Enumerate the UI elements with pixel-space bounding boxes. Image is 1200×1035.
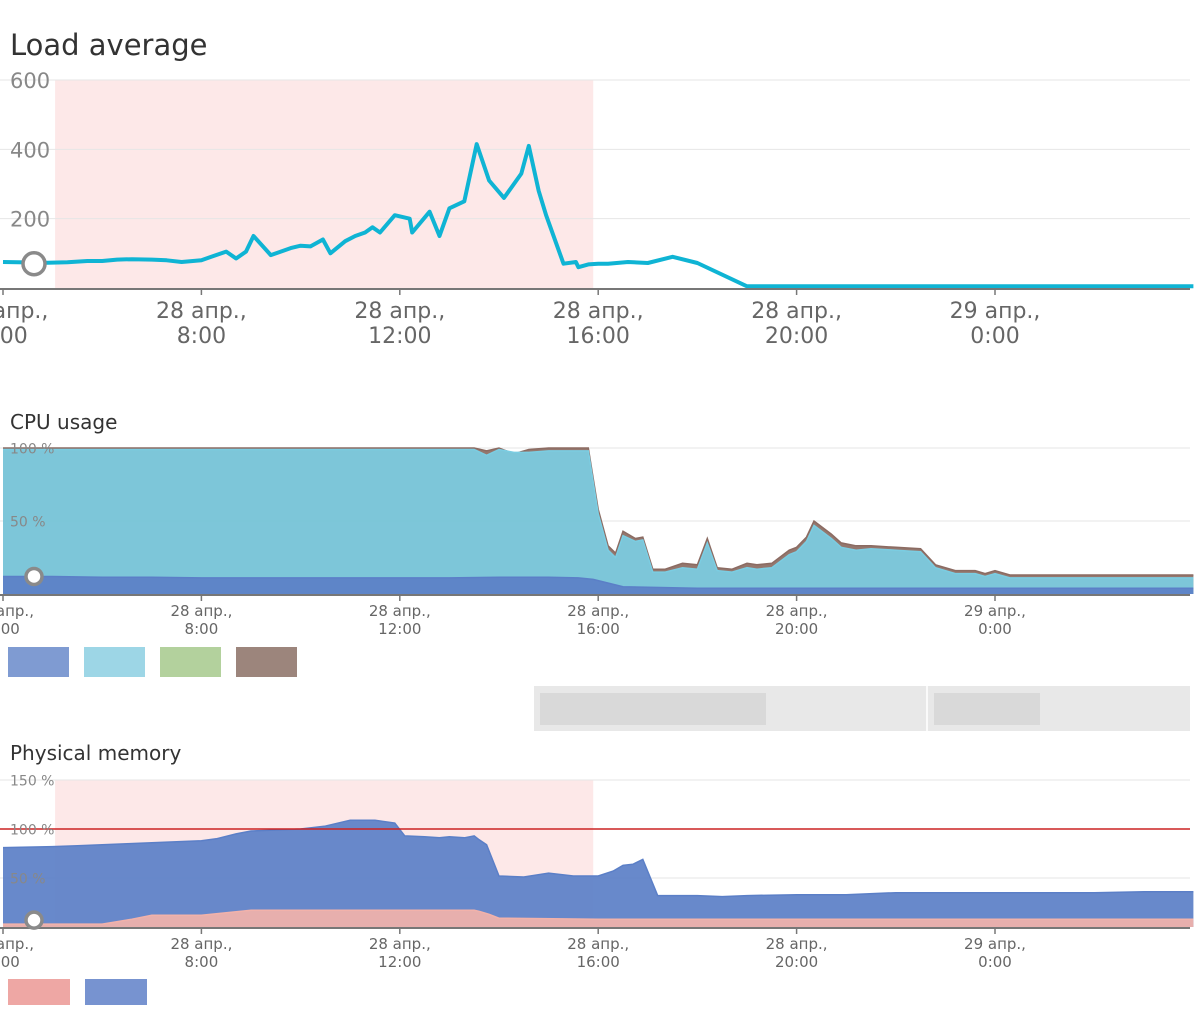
x-tick-label: 8:00	[185, 953, 219, 971]
legend-swatch	[8, 979, 70, 1005]
physical-memory-title: Physical memory	[10, 741, 182, 765]
y-tick-label: 150 %	[10, 773, 54, 789]
range-handle[interactable]	[24, 566, 44, 587]
y-tick-label: 50 %	[10, 871, 46, 887]
y-tick-label: 400	[10, 138, 50, 162]
legend-swatch	[236, 647, 297, 677]
series-area-1[interactable]	[3, 449, 1194, 595]
x-tick-label: 12:00	[368, 324, 431, 349]
x-tick-label: 20:00	[775, 953, 818, 971]
y-tick-label: 200	[10, 208, 50, 232]
x-tick-label: 28 апр.,	[170, 602, 232, 620]
x-tick-label: 16:00	[566, 324, 629, 349]
x-tick-label: 0:00	[978, 953, 1012, 971]
series-area-1[interactable]	[3, 820, 1194, 927]
alert-band	[55, 80, 594, 288]
x-tick-label: 28 апр.,	[567, 935, 629, 953]
x-tick-label: 28 апр.,	[369, 935, 431, 953]
y-tick-label: 100 %	[10, 822, 54, 838]
x-tick-label: 28 апр.,	[766, 935, 828, 953]
series-edge-2	[3, 447, 1194, 576]
cpu-usage-title: CPU usage	[10, 410, 118, 434]
series-area-0[interactable]	[3, 910, 1194, 927]
x-tick-label: 29 апр.,	[964, 602, 1026, 620]
x-tick-label: 28 апр.,	[369, 602, 431, 620]
x-tick-label: 4:00	[0, 620, 20, 638]
series-edge-0	[3, 575, 1194, 589]
range-option-placeholder[interactable]	[540, 693, 766, 725]
x-tick-label: 28 апр.,	[170, 935, 232, 953]
series-area-0[interactable]	[3, 576, 1194, 595]
scroller-divider	[926, 686, 928, 731]
x-tick-label: 28 апр.,	[0, 299, 48, 324]
x-tick-label: 28 апр.,	[766, 602, 828, 620]
x-tick-label: 28 апр.,	[553, 299, 644, 324]
time-range-scroller[interactable]	[534, 686, 1190, 731]
x-tick-label: 12:00	[378, 620, 421, 638]
range-option-placeholder[interactable]	[934, 693, 1040, 725]
series-edge-1	[3, 448, 1194, 579]
x-tick-label: 8:00	[185, 620, 219, 638]
x-tick-label: 29 апр.,	[964, 935, 1026, 953]
x-tick-label: 28 апр.,	[567, 602, 629, 620]
physical-memory-legend	[8, 979, 162, 1005]
x-tick-label: 0:00	[978, 620, 1012, 638]
x-tick-label: 12:00	[378, 953, 421, 971]
x-tick-label: 28 апр.,	[0, 935, 34, 953]
x-tick-label: 20:00	[765, 324, 828, 349]
x-tick-label: 0:00	[970, 324, 1019, 349]
y-tick-label: 50 %	[10, 514, 46, 530]
series-edge-0	[3, 909, 1194, 925]
legend-swatch	[160, 647, 221, 677]
y-tick-label: 600	[10, 69, 50, 93]
range-handle[interactable]	[21, 250, 47, 277]
x-tick-label: 28 апр.,	[156, 299, 247, 324]
x-tick-label: 4:00	[0, 953, 20, 971]
legend-swatch	[8, 647, 69, 677]
series-edge-1	[2, 819, 1194, 898]
x-tick-label: 8:00	[177, 324, 226, 349]
y-tick-label: 100 %	[10, 441, 54, 457]
load-average-title: Load average	[10, 28, 208, 62]
x-tick-label: 4:00	[0, 324, 28, 349]
x-tick-label: 28 апр.,	[751, 299, 842, 324]
cpu-usage-legend	[8, 647, 312, 677]
x-tick-label: 28 апр.,	[354, 299, 445, 324]
range-handle[interactable]	[24, 910, 44, 930]
legend-swatch	[85, 979, 147, 1005]
x-tick-label: 29 апр.,	[950, 299, 1041, 324]
x-tick-label: 16:00	[577, 953, 620, 971]
series-line-0[interactable]	[2, 142, 1194, 289]
x-tick-label: 16:00	[577, 620, 620, 638]
x-tick-label: 20:00	[775, 620, 818, 638]
legend-swatch	[84, 647, 145, 677]
x-tick-label: 28 апр.,	[0, 602, 34, 620]
